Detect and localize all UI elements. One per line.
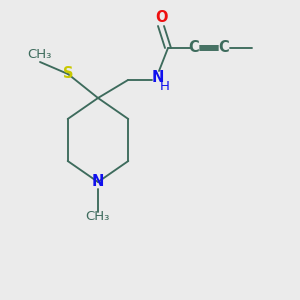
- Text: H: H: [160, 80, 170, 94]
- Text: N: N: [152, 70, 164, 85]
- Text: CH₃: CH₃: [27, 47, 51, 61]
- Text: S: S: [63, 67, 73, 82]
- Text: O: O: [155, 10, 167, 25]
- Text: C: C: [189, 40, 200, 56]
- Text: CH₃: CH₃: [85, 211, 109, 224]
- Text: C: C: [219, 40, 230, 56]
- Text: N: N: [92, 175, 104, 190]
